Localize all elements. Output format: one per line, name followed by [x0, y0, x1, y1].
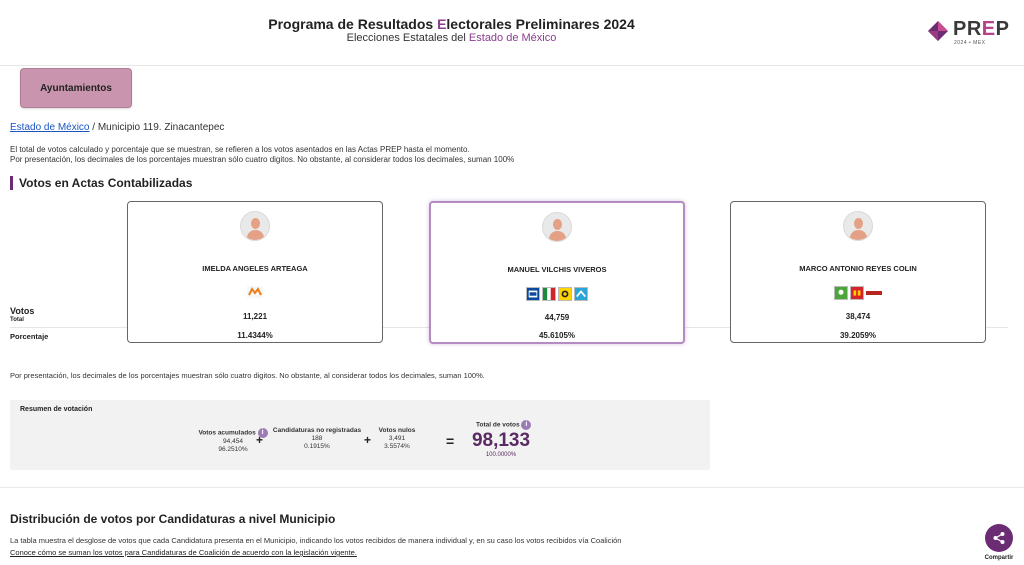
prep-logo[interactable]: PREP 2024 • MEX — [927, 18, 1010, 48]
candidate-percentage: 45.6105% — [538, 331, 576, 340]
nulos-value: 3,491 — [388, 435, 406, 442]
mc-logo-icon — [247, 286, 263, 298]
breadcrumb-link-estado[interactable]: Estado de México — [10, 122, 90, 133]
nulos-label: Votos nulos — [378, 427, 416, 434]
vote-summary-panel: Resumen de votación Votos acumulados i 9… — [10, 400, 710, 470]
morena-logo-icon — [866, 291, 882, 295]
summary-title: Resumen de votación — [20, 406, 93, 413]
equals-sign: = — [446, 433, 455, 449]
candidate-percentage: 11.4344% — [237, 331, 273, 340]
no-registradas-pct: 0.1915% — [304, 443, 330, 450]
acumulados-pct: 96.2510% — [218, 446, 248, 453]
results-note: El total de votos calculado y porcentaje… — [10, 145, 710, 165]
total-label: Total de votos — [476, 421, 520, 429]
candidate-card[interactable]: MARCO ANTONIO REYES COLIN 38,474 — [730, 201, 986, 343]
no-registradas-label: Candidaturas no registradas — [272, 427, 362, 434]
share-label: Compartir — [984, 555, 1014, 561]
candidate-avatar — [843, 211, 873, 241]
candidate-name: MARCO ANTONIO REYES COLIN — [799, 264, 917, 273]
page-subtitle: Elecciones Estatales del Estado de Méxic… — [346, 32, 557, 44]
pan-logo-icon — [526, 287, 540, 301]
distribution-description: La tabla muestra el desglose de votos qu… — [10, 536, 622, 545]
nulos-pct: 3.5574% — [384, 443, 410, 450]
candidate-avatar — [542, 212, 572, 242]
total-votes-value: 98,133 — [471, 430, 531, 451]
summary-total-label: Total de votos i — [476, 420, 556, 430]
coalition-votes-link[interactable]: Conoce cómo se suman los votos para Cand… — [10, 548, 357, 557]
candidate-avatar — [240, 211, 270, 241]
party-logos — [431, 287, 683, 301]
candidate-card[interactable]: IMELDA ANGELES ARTEAGA 11,221 — [127, 201, 383, 343]
section-title-votos: Votos en Actas Contabilizadas — [10, 176, 192, 190]
candidate-card-selected[interactable]: MANUEL VILCHIS VIVEROS 44,759 — [429, 201, 685, 344]
info-icon[interactable]: i — [257, 428, 268, 438]
no-registradas-value: 188 — [311, 435, 323, 442]
distribution-title: Distribución de votos por Candidaturas a… — [10, 512, 336, 526]
pri-logo-icon — [542, 287, 556, 301]
header: Programa de Resultados Electorales Preli… — [0, 0, 1024, 66]
share-icon — [993, 532, 1005, 544]
candidate-votes: 38,474 — [845, 312, 871, 321]
pt-logo-icon — [850, 286, 864, 300]
prep-logo-subtext: 2024 • MEX — [954, 40, 986, 46]
plus-sign: + — [364, 433, 372, 447]
results-note-line2: Por presentación, los decimales de los p… — [10, 155, 515, 164]
section-divider — [0, 487, 1024, 488]
party-logos — [128, 286, 382, 298]
row-label-votos: Votos — [10, 306, 35, 316]
breadcrumb: Estado de México / Municipio 119. Zinaca… — [10, 122, 224, 133]
info-icon[interactable]: i — [521, 420, 532, 430]
acumulados-label: Votos acumulados — [198, 429, 256, 437]
prep-diamond-icon — [928, 21, 948, 41]
tab-ayuntamientos[interactable]: Ayuntamientos — [20, 68, 132, 108]
row-label-total: Total — [10, 317, 24, 323]
summary-nulos: Votos nulos 3,491 3.5574% — [372, 427, 422, 451]
candidate-name: IMELDA ANGELES ARTEAGA — [202, 264, 308, 273]
decimals-note: Por presentación, los decimales de los p… — [10, 371, 485, 380]
total-votes-pct: 100.0000% — [485, 452, 517, 458]
pvem-logo-icon — [834, 286, 848, 300]
acumulados-value: 94,454 — [223, 438, 243, 445]
summary-no-registradas: Candidaturas no registradas 188 0.1915% — [268, 427, 366, 451]
share-button[interactable] — [985, 524, 1013, 552]
page-title: Programa de Resultados Electorales Preli… — [268, 16, 635, 32]
candidate-name: MANUEL VILCHIS VIVEROS — [507, 265, 607, 274]
prd-logo-icon — [558, 287, 572, 301]
breadcrumb-current: / Municipio 119. Zinacantepec — [89, 122, 225, 133]
plus-sign: + — [256, 433, 264, 447]
candidate-votes: 44,759 — [544, 313, 570, 322]
prep-logo-text: PREP — [953, 18, 1010, 40]
candidate-votes: 11,221 — [242, 312, 268, 321]
party-logos — [731, 286, 985, 300]
nueva-alianza-logo-icon — [574, 287, 588, 301]
row-label-porcentaje: Porcentaje — [10, 332, 49, 341]
candidate-percentage: 39.2059% — [839, 331, 877, 340]
summary-acumulados: Votos acumulados i 94,454 96.2510% — [188, 428, 278, 454]
results-note-line1: El total de votos calculado y porcentaje… — [10, 145, 470, 154]
